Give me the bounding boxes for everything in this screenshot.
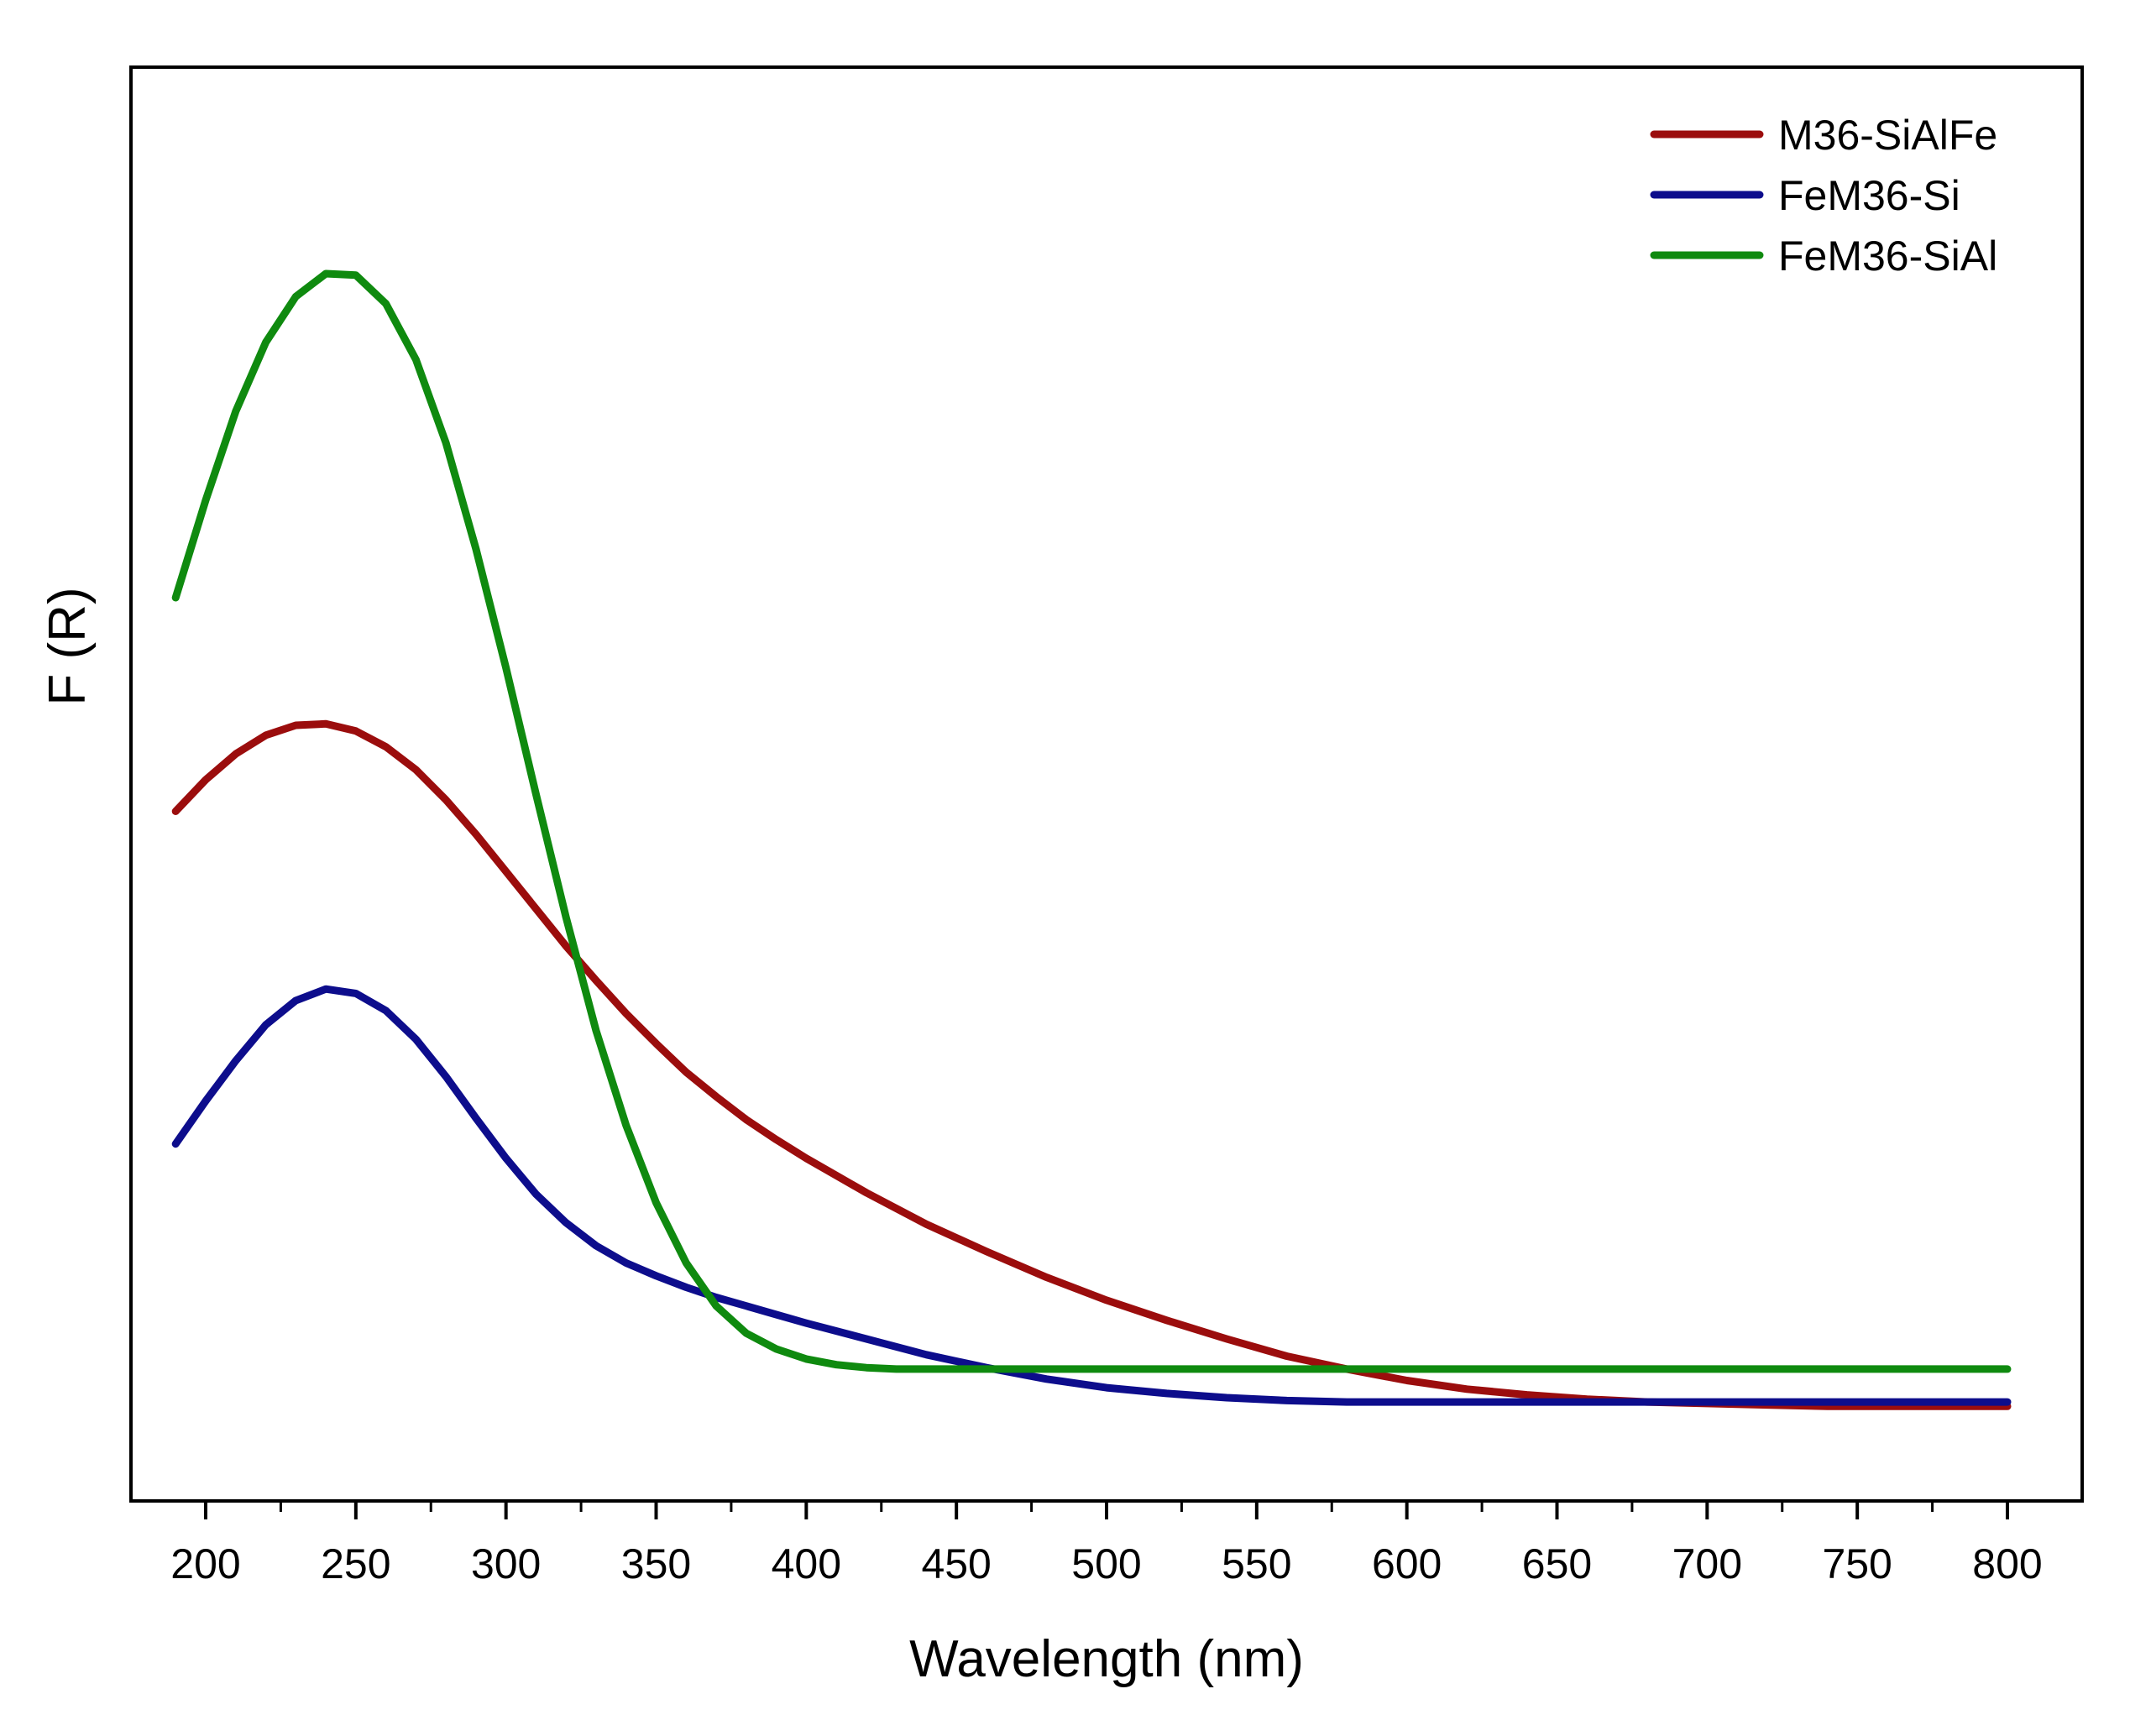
legend-label-fem36-sial: FeM36-SiAl bbox=[1778, 233, 1997, 280]
x-tick-label: 200 bbox=[170, 1540, 240, 1587]
series-line-fem36-si bbox=[171, 985, 2012, 1406]
x-tick-label: 800 bbox=[1972, 1540, 2042, 1587]
series-lines bbox=[171, 269, 2012, 1410]
x-tick-label: 300 bbox=[471, 1540, 541, 1587]
x-tick-label: 550 bbox=[1222, 1540, 1291, 1587]
legend-label-fem36-si: FeM36-Si bbox=[1778, 172, 1960, 219]
x-tick-label: 600 bbox=[1372, 1540, 1442, 1587]
legend-label-m36-sialfe: M36-SiAlFe bbox=[1778, 112, 1997, 159]
y-axis-title: F (R) bbox=[39, 587, 97, 705]
x-tick-label: 450 bbox=[921, 1540, 991, 1587]
plot-frame bbox=[129, 65, 2084, 1503]
x-axis-ticks: 200 250 300 350 400 450 500 550 600 650 700 750 800 bbox=[170, 1501, 2043, 1587]
series-line-fem36-sial bbox=[171, 269, 2012, 1373]
x-tick-label: 250 bbox=[321, 1540, 390, 1587]
x-tick-label: 750 bbox=[1822, 1540, 1892, 1587]
x-tick-label: 350 bbox=[621, 1540, 691, 1587]
x-axis-title: Wavelength (nm) bbox=[909, 1630, 1304, 1688]
x-tick-label: 500 bbox=[1071, 1540, 1141, 1587]
series-line-m36-sialfe bbox=[171, 719, 2012, 1410]
x-tick-label: 650 bbox=[1522, 1540, 1592, 1587]
x-tick-label: 400 bbox=[772, 1540, 841, 1587]
x-tick-label: 700 bbox=[1672, 1540, 1742, 1587]
legend: M36-SiAlFe FeM36-Si FeM36-SiAl bbox=[1650, 112, 1997, 280]
